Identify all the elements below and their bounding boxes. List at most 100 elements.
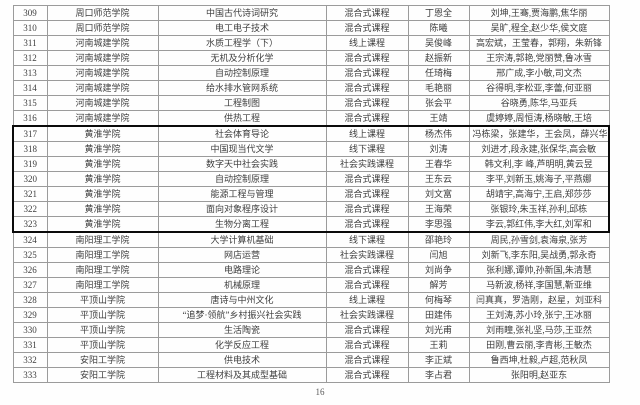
cell-course: 生活陶瓷 xyxy=(157,322,327,338)
table-row: 319 黄淮学院 数字天中社会实践 社会实践课程 王春华 韩文利,李 峰,芦明明,黄云昱 xyxy=(12,156,610,172)
cell-course: 电工电子技术 xyxy=(157,20,327,36)
cell-course: 面向对象程序设计 xyxy=(157,201,327,217)
cell-university: 河南城建学院 xyxy=(46,80,159,96)
cell-no: 313 xyxy=(12,65,48,81)
cell-type: 混合式课程 xyxy=(325,352,409,368)
cell-course: 网店运营 xyxy=(157,247,327,263)
cell-leader: 解芳 xyxy=(407,277,470,293)
cell-team: 张银玲,朱玉祥,孙利,邱栋 xyxy=(468,201,610,217)
cell-course: 中国古代诗词研究 xyxy=(157,5,327,21)
cell-university: 河南城建学院 xyxy=(46,35,159,51)
cell-leader: 陈曦 xyxy=(407,20,470,36)
cell-leader: 闫旭 xyxy=(407,247,470,263)
course-table: 309 周口师范学院 中国古代诗词研究 混合式课程 丁恩全 刘坤,王骞,贾海鹏,焦华丽 31… xyxy=(12,5,610,383)
cell-course: 供电技术 xyxy=(157,352,327,368)
cell-leader: 吴俊峰 xyxy=(407,35,470,51)
cell-no: 316 xyxy=(12,110,48,127)
cell-type: 混合式课程 xyxy=(325,322,409,338)
table-row: 323 黄淮学院 生物分离工程 混合式课程 李思强 李云,郭红伟,李大红,刘军和 xyxy=(12,216,610,233)
cell-team: 冯栋梁，张建华，王会凤，薛兴华 xyxy=(468,125,610,142)
cell-team: 王宗涛,郭艳,党丽赞,鲁冰雪 xyxy=(468,50,610,66)
cell-course: 工程材料及其成型基础 xyxy=(157,367,327,383)
cell-no: 322 xyxy=(12,201,48,217)
cell-leader: 王靖 xyxy=(407,110,470,127)
cell-no: 323 xyxy=(12,216,48,233)
table-row: 314 河南城建学院 给水排水管网系统 混合式课程 毛艳丽 谷得明,李松亚,李蕾,何亚丽 xyxy=(12,80,610,96)
cell-university: 平顶山学院 xyxy=(46,292,159,308)
cell-type: 社会实践课程 xyxy=(325,307,409,323)
cell-type: 社会实践课程 xyxy=(325,247,409,263)
cell-team: 韩文利,李 峰,芦明明,黄云昱 xyxy=(468,156,610,172)
cell-no: 325 xyxy=(12,247,48,263)
cell-university: 南阳理工学院 xyxy=(46,277,159,293)
cell-type: 线上课程 xyxy=(325,125,409,142)
table-row: 317 黄淮学院 社会体育导论 线上课程 杨杰伟 冯栋梁，张建华，王会凤，薛兴华 xyxy=(12,125,610,142)
cell-leader: 邵艳玲 xyxy=(407,231,470,248)
cell-no: 319 xyxy=(12,156,48,172)
cell-type: 混合式课程 xyxy=(325,216,409,233)
cell-university: 黄淮学院 xyxy=(46,201,159,217)
table-row: 327 南阳理工学院 机械原理 混合式课程 解芳 马新波,杨祥,李国慧,靳亚维 xyxy=(12,277,610,293)
cell-leader: 赵振新 xyxy=(407,50,470,66)
cell-no: 309 xyxy=(12,5,48,21)
cell-university: 周口师范学院 xyxy=(46,5,159,21)
cell-leader: 田建伟 xyxy=(407,307,470,323)
cell-no: 310 xyxy=(12,20,48,36)
cell-type: 混合式课程 xyxy=(325,201,409,217)
cell-team: 谷晓勇,陈华,马亚兵 xyxy=(468,95,610,111)
cell-no: 329 xyxy=(12,307,48,323)
cell-type: 混合式课程 xyxy=(325,95,409,111)
cell-university: 南阳理工学院 xyxy=(46,231,159,248)
cell-team: 高宏斌，王莹春，郭翔，朱新锋 xyxy=(468,35,610,51)
table-row: 311 河南城建学院 水质工程学（下） 线上课程 吴俊峰 高宏斌，王莹春，郭翔，朱新锋 xyxy=(12,35,610,51)
cell-course: 自动控制原理 xyxy=(157,65,327,81)
cell-team: 刘坤,王骞,贾海鹏,焦华丽 xyxy=(468,5,610,21)
table-row: 324 南阳理工学院 大学计算机基础 线下课程 邵艳玲 周民,孙雪剑,袁海泉,张芳 xyxy=(12,231,610,248)
cell-type: 混合式课程 xyxy=(325,20,409,36)
cell-team: 闫真真，罗浩刚，赵星，刘亚科 xyxy=(468,292,610,308)
cell-team: 田刚,曹云丽,李青彬,王敏杰 xyxy=(468,337,610,353)
cell-no: 314 xyxy=(12,80,48,96)
cell-university: 河南城建学院 xyxy=(46,95,159,111)
cell-no: 331 xyxy=(12,337,48,353)
table-row: 312 河南城建学院 无机及分析化学 混合式课程 赵振新 王宗涛,郭艳,党丽赞,鲁冰雪 xyxy=(12,50,610,66)
cell-team: 张利娜,谭帅,孙新国,朱清慧 xyxy=(468,262,610,278)
cell-team: 胡靖宇,高海宁,王启,郑莎莎 xyxy=(468,186,610,202)
cell-course: 生物分离工程 xyxy=(157,216,327,233)
table-row: 316 河南城建学院 供热工程 混合式课程 王靖 虞婷婷,周恒涛,杨晓敏,王培 xyxy=(12,110,610,127)
cell-university: 河南城建学院 xyxy=(46,50,159,66)
table-row: 328 平顶山学院 唐诗与中州文化 线上课程 何梅琴 闫真真，罗浩刚，赵星，刘亚科 xyxy=(12,292,610,308)
cell-no: 327 xyxy=(12,277,48,293)
cell-university: 黄淮学院 xyxy=(46,186,159,202)
cell-university: 平顶山学院 xyxy=(46,322,159,338)
cell-university: 南阳理工学院 xyxy=(46,262,159,278)
cell-type: 混合式课程 xyxy=(325,65,409,81)
cell-type: 混合式课程 xyxy=(325,50,409,66)
cell-leader: 任琦梅 xyxy=(407,65,470,81)
table-row: 331 平顶山学院 化学反应工程 混合式课程 王莉 田刚,曹云丽,李青彬,王敏杰 xyxy=(12,337,610,353)
cell-no: 317 xyxy=(12,125,48,142)
cell-university: 周口师范学院 xyxy=(46,20,159,36)
cell-course: 能源工程与管理 xyxy=(157,186,327,202)
table-row: 321 黄淮学院 能源工程与管理 混合式课程 刘文富 胡靖宇,高海宁,王启,郑莎莎 xyxy=(12,186,610,202)
cell-university: 平顶山学院 xyxy=(46,307,159,323)
cell-type: 线上课程 xyxy=(325,35,409,51)
cell-university: 黄淮学院 xyxy=(46,141,159,157)
table-row: 322 黄淮学院 面向对象程序设计 混合式课程 王海荣 张银玲,朱玉祥,孙利,邱栋 xyxy=(12,201,610,217)
cell-type: 混合式课程 xyxy=(325,5,409,21)
cell-university: 黄淮学院 xyxy=(46,171,159,187)
cell-leader: 李正斌 xyxy=(407,352,470,368)
table-row: 309 周口师范学院 中国古代诗词研究 混合式课程 丁恩全 刘坤,王骞,贾海鹏,焦华丽 xyxy=(12,5,610,21)
table-row: 325 南阳理工学院 网店运营 社会实践课程 闫旭 刘新飞,李东阳,吴战勇,郭永奇 xyxy=(12,247,610,263)
cell-course: 化学反应工程 xyxy=(157,337,327,353)
table-row: 326 南阳理工学院 电路理论 混合式课程 刘尚争 张利娜,谭帅,孙新国,朱清慧 xyxy=(12,262,610,278)
cell-leader: 王莉 xyxy=(407,337,470,353)
cell-team: 邢广成,李小敏,司文杰 xyxy=(468,65,610,81)
cell-leader: 王东云 xyxy=(407,171,470,187)
cell-course: 中国现当代文学 xyxy=(157,141,327,157)
table-row: 313 河南城建学院 自动控制原理 混合式课程 任琦梅 邢广成,李小敏,司文杰 xyxy=(12,65,610,81)
table-row: 333 安阳工学院 工程材料及其成型基础 混合式课程 李占君 张阳明,赵亚东 xyxy=(12,367,610,383)
table-row: 320 黄淮学院 自动控制原理 混合式课程 王东云 李平,刘新玉,姚海子,平燕娜 xyxy=(12,171,610,187)
cell-no: 318 xyxy=(12,141,48,157)
